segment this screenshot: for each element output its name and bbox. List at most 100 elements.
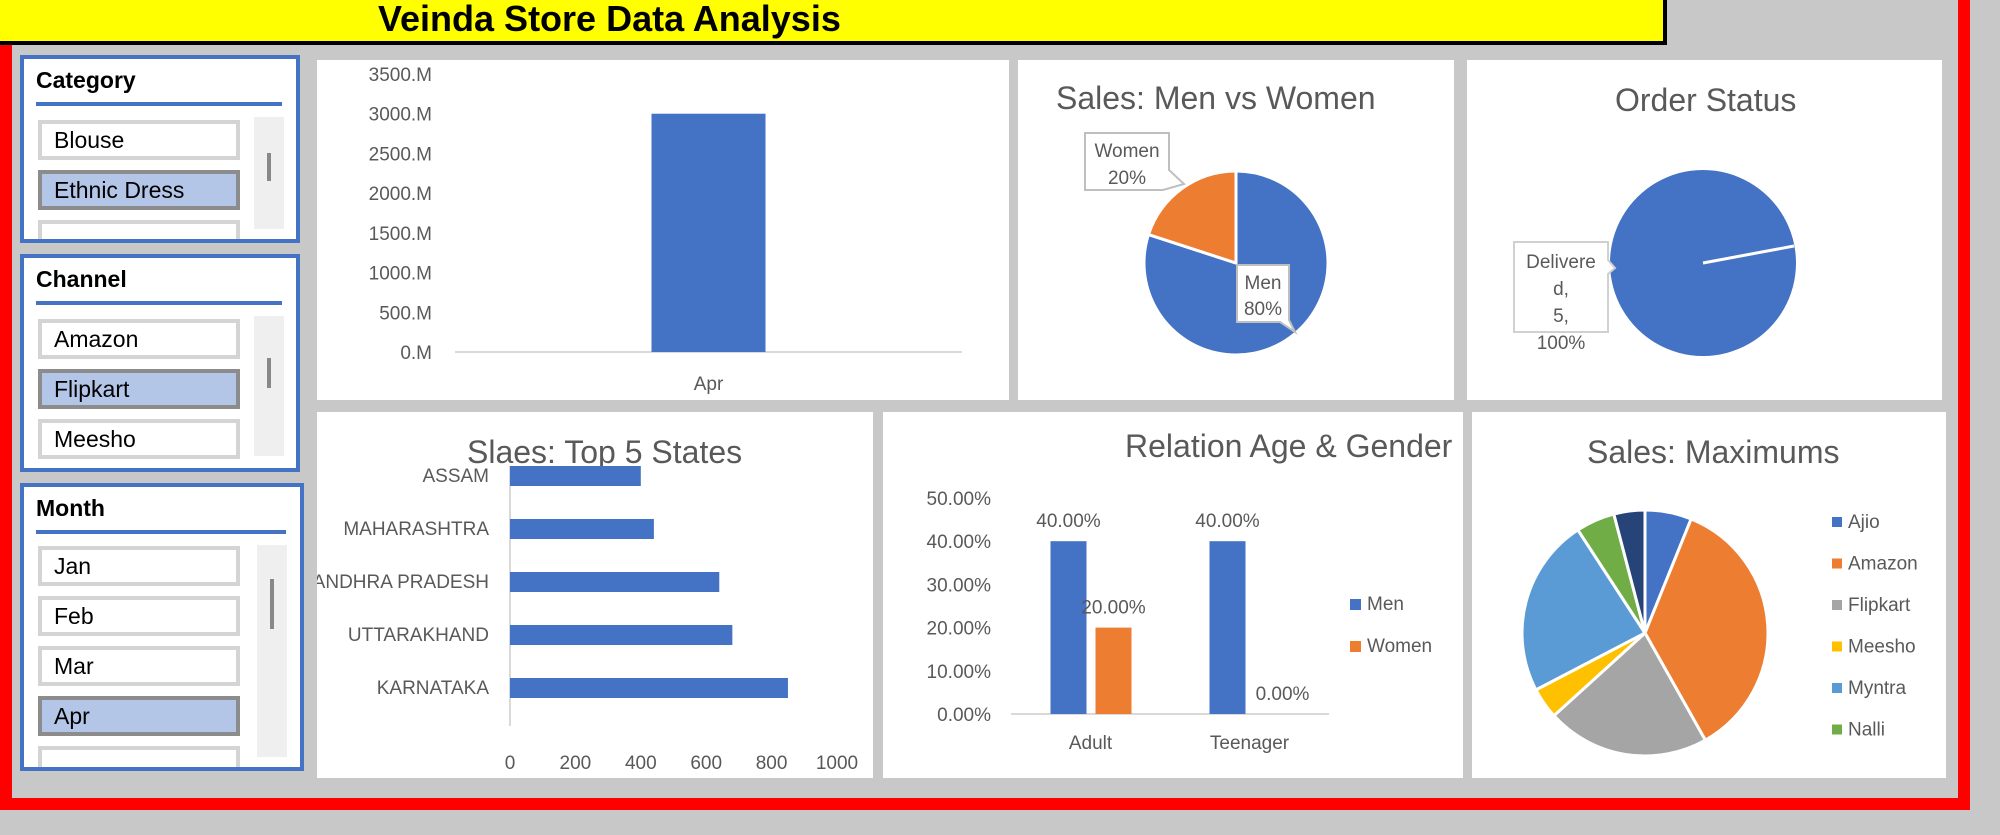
category-label: KARNATAKA — [377, 678, 490, 699]
slicer-item-flipkart[interactable]: Flipkart — [38, 369, 240, 409]
legend-swatch — [1832, 517, 1842, 527]
chart-title: Sales: Maximums — [1587, 434, 1840, 470]
top-states-bar-chart: ASSAM MAHARASHTRA ANDHRA PRADESH UTTARAKHAN… — [317, 466, 858, 774]
x-tick-label: 400 — [625, 753, 657, 774]
chart-title: Order Status — [1615, 82, 1797, 118]
slicer-item-partial[interactable] — [38, 220, 240, 239]
monthly-sales-chart: 0.M 500.M 1000.M 1500.M 2000.M 2500.M 3000.M 35… — [369, 65, 962, 395]
data-label-callout — [1084, 132, 1186, 191]
data-label: d, — [1553, 279, 1569, 300]
y-tick-label: 20.00% — [927, 619, 992, 640]
legend-swatch — [1350, 641, 1361, 652]
chart-title: Sales: Men vs Women — [1056, 80, 1376, 116]
data-label: 20% — [1108, 168, 1146, 189]
category-slicer: Category Blouse Ethnic Dress — [20, 55, 300, 243]
legend-swatch — [1832, 683, 1842, 693]
bar-women-adult — [1095, 627, 1132, 714]
dashboard-title: Veinda Store Data Analysis — [378, 0, 841, 39]
sales-maximums-panel: Sales: Maximums Ajio Amazon Flipkart Meesho… — [1472, 412, 1946, 778]
legend-swatch — [1832, 641, 1842, 652]
bar-uttarakhand — [510, 625, 733, 645]
bar-assam — [510, 466, 641, 486]
data-label: 0.00% — [1256, 684, 1310, 705]
month-slicer: Month Jan Feb Mar Apr — [20, 483, 304, 771]
data-label-callout — [1236, 264, 1298, 335]
data-label: 5, — [1553, 306, 1569, 327]
bar-men-teenager — [1209, 541, 1246, 714]
legend-swatch — [1832, 724, 1842, 735]
legend-label: Amazon — [1848, 554, 1918, 575]
dashboard-frame — [0, 0, 1970, 810]
category-label: ASSAM — [422, 466, 489, 487]
age-gender-bar-chart: 0.00% 10.00% 20.00% 30.00% 40.00% 50.00% 40.00… — [927, 489, 1433, 754]
pie-slice-other-6 — [1611, 508, 1647, 634]
y-tick-label: 1500.M — [369, 224, 432, 245]
data-label: 20.00% — [1081, 598, 1146, 619]
title-bar: Veinda Store Data Analysis — [0, 0, 1667, 45]
y-tick-label: 3000.M — [369, 105, 432, 126]
y-tick-label: 0.M — [400, 343, 432, 364]
legend-label: Meesho — [1848, 637, 1916, 658]
bar-men-adult — [1050, 541, 1087, 714]
pie-slice-edge — [1702, 244, 1795, 265]
y-tick-label: 3500.M — [369, 65, 432, 86]
y-tick-label: 500.M — [379, 303, 432, 324]
scrollbar-thumb[interactable] — [267, 358, 271, 388]
slicer-scrollbar[interactable] — [257, 545, 287, 757]
scrollbar-thumb[interactable] — [267, 153, 271, 181]
slicer-item-partial[interactable] — [38, 746, 240, 767]
x-tick-label: 200 — [560, 753, 592, 774]
pie-slice-flipkart — [1551, 630, 1708, 758]
category-label: ANDHRA PRADESH — [317, 572, 489, 593]
y-tick-label: 2000.M — [369, 184, 432, 205]
slicer-divider — [36, 301, 282, 305]
x-tick-label: 1000 — [816, 753, 858, 774]
data-label: Women — [1094, 141, 1159, 162]
slicer-header: Category — [36, 67, 136, 93]
category-label: MAHARASHTRA — [343, 519, 489, 540]
slicer-divider — [36, 530, 286, 534]
category-label: UTTARAKHAND — [348, 625, 489, 646]
legend-swatch — [1832, 600, 1842, 610]
x-tick-label: 600 — [690, 753, 722, 774]
y-tick-label: 30.00% — [927, 575, 992, 596]
chart-title: Slaes: Top 5 States — [467, 434, 743, 470]
pie-slice-delivered — [1609, 170, 1796, 356]
men-women-pie-chart: Women 20% Men 80% — [1084, 132, 1330, 357]
y-tick-label: 40.00% — [927, 532, 992, 553]
chart-title: Relation Age & Gender — [1125, 428, 1453, 464]
data-label: Delivere — [1526, 252, 1596, 273]
bar-apr — [651, 113, 766, 352]
pie-slice-women — [1146, 169, 1238, 266]
order-status-panel: Order Status Delivere d, 5, 100% — [1467, 60, 1942, 400]
legend-label: Women — [1367, 636, 1432, 657]
slicer-item-feb[interactable]: Feb — [38, 596, 240, 636]
legend-label: Nalli — [1848, 720, 1885, 741]
bar-karnataka — [510, 678, 788, 698]
slicer-item-jan[interactable]: Jan — [38, 546, 240, 586]
pie-slice-myntra — [1520, 527, 1648, 692]
data-label: 80% — [1244, 299, 1282, 320]
x-tick-label: Adult — [1069, 733, 1113, 754]
x-tick-label: Teenager — [1210, 733, 1290, 754]
x-tick-label: 0 — [505, 753, 516, 774]
slicer-item-mar[interactable]: Mar — [38, 646, 240, 686]
legend-label: Flipkart — [1848, 595, 1911, 616]
y-tick-label: 10.00% — [927, 662, 992, 683]
legend-label: Myntra — [1848, 678, 1907, 699]
data-label: 40.00% — [1195, 511, 1260, 532]
slicer-item-blouse[interactable]: Blouse — [38, 120, 240, 160]
bar-andhra-pradesh — [510, 572, 720, 592]
slicer-item-amazon[interactable]: Amazon — [38, 319, 240, 359]
top-states-panel: Slaes: Top 5 States ASSAM MAHARASHTRA ANDH… — [317, 412, 873, 778]
data-label: 100% — [1537, 333, 1586, 354]
data-label: 40.00% — [1036, 511, 1101, 532]
slicer-item-apr[interactable]: Apr — [38, 696, 240, 736]
legend-swatch — [1832, 558, 1842, 569]
scrollbar-thumb[interactable] — [270, 579, 274, 629]
slicer-item-ethnic-dress[interactable]: Ethnic Dress — [38, 170, 240, 210]
slicer-header: Channel — [36, 266, 127, 292]
slicer-item-meesho[interactable]: Meesho — [38, 419, 240, 459]
sales-maximums-pie-chart: Ajio Amazon Flipkart Meesho Myntra Nalli — [1520, 508, 1918, 758]
y-tick-label: 1000.M — [369, 264, 432, 285]
